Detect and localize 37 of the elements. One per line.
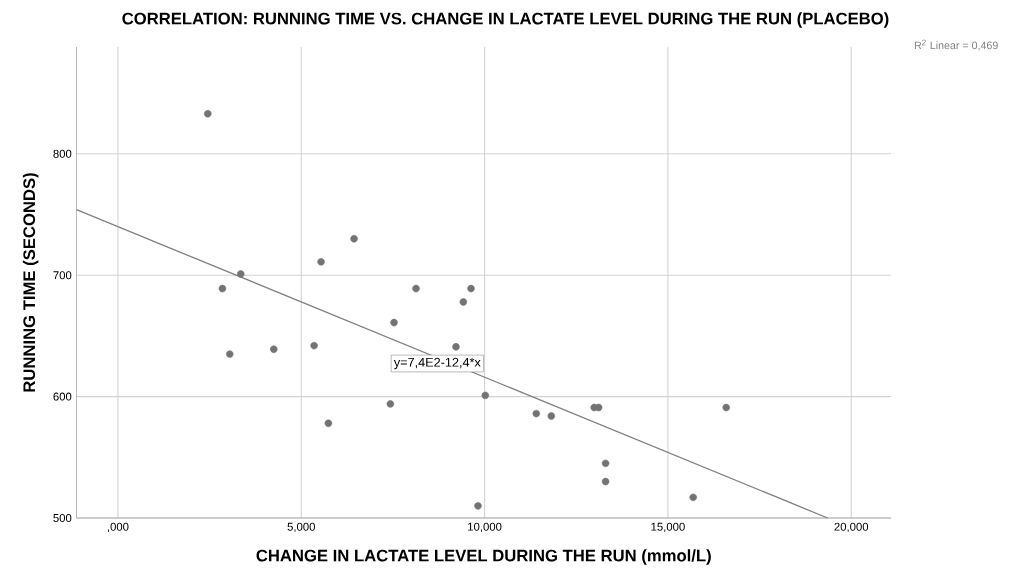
text: R$^{2}$ Linear = 0,469 xyxy=(914,39,998,51)
x-axis-title: CHANGE IN LACTATE LEVEL DURING THE RUN (mmol/L) xyxy=(256,549,711,565)
point xyxy=(237,270,245,278)
point xyxy=(467,284,475,293)
y-axis-title: RUNNING TIME (SECONDS) xyxy=(22,173,39,392)
point xyxy=(270,345,278,353)
point xyxy=(481,391,490,400)
point xyxy=(204,110,212,118)
point xyxy=(390,318,398,327)
point xyxy=(324,419,333,428)
point xyxy=(386,400,395,408)
x-tick-label: 15,000 xyxy=(651,522,685,533)
point xyxy=(317,258,325,266)
point xyxy=(350,235,358,243)
point xyxy=(722,403,730,412)
x-tick-label: ,000 xyxy=(107,522,129,533)
point xyxy=(532,409,541,418)
x-tick-label: 20,000 xyxy=(834,522,869,533)
y-tick-label: 600 xyxy=(53,392,72,401)
point xyxy=(601,477,610,486)
point xyxy=(459,298,468,306)
point xyxy=(412,284,420,293)
point xyxy=(452,343,460,351)
point xyxy=(218,284,227,293)
annotation: y=7,4E2-12,4*x xyxy=(393,357,481,370)
chart-title: CORRELATION: RUNNING TIME VS. CHANGE IN LACTATE LEVEL DURING THE RUN (PLACEBO) xyxy=(122,12,889,28)
point xyxy=(547,412,556,420)
y-tick-label: 800 xyxy=(53,149,72,158)
point xyxy=(310,341,318,350)
point xyxy=(601,459,610,468)
x-tick-label: 10,000 xyxy=(468,522,502,533)
x-tick-label: 5,000 xyxy=(287,522,315,533)
point xyxy=(226,350,234,358)
y-tick-label: 700 xyxy=(53,271,72,280)
point xyxy=(689,493,697,502)
y-tick-label: 500 xyxy=(53,514,72,522)
point xyxy=(474,502,482,510)
